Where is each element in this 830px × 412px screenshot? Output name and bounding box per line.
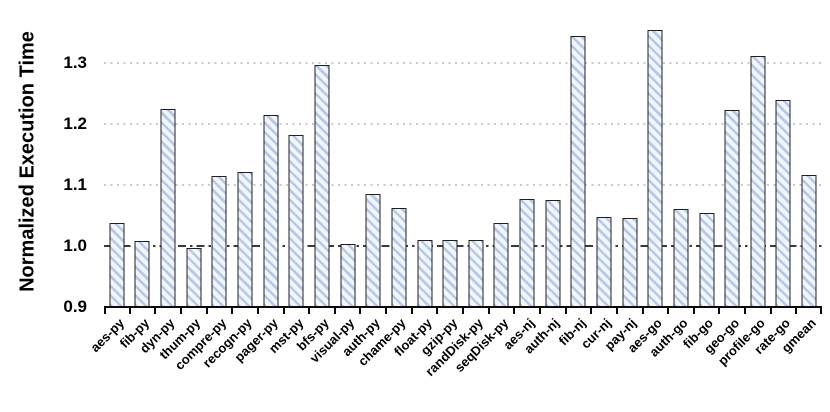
bar-slot-compre-py: compre-py xyxy=(172,10,233,373)
x-axis-tick xyxy=(231,308,234,314)
bar-slot-auth-nj: auth-nj xyxy=(521,10,566,357)
bar-auth-nj xyxy=(545,200,561,307)
bar-slot-rate-go: rate-go xyxy=(752,10,797,357)
bar-recogn-py xyxy=(237,171,253,307)
y-tick-label-1.0: 1.0 xyxy=(63,235,87,255)
bar-pay-nj xyxy=(622,217,638,307)
bar-compre-py xyxy=(211,175,227,307)
x-axis-tick xyxy=(820,308,822,314)
bar-slot-geo-go: geo-go xyxy=(701,10,745,357)
bar-pager-py xyxy=(263,115,279,307)
bar-chame-py xyxy=(391,208,407,307)
bar-seqDisk-py xyxy=(493,222,509,307)
bar-slot-fib-py: fib-py xyxy=(117,10,156,351)
x-axis-tick xyxy=(104,308,106,314)
gridline-1.1 xyxy=(104,183,822,186)
x-axis-tick xyxy=(718,308,721,314)
bar-gmean xyxy=(801,175,817,307)
x-axis-tick xyxy=(744,308,747,314)
y-axis-title: Normalized Execution Time xyxy=(16,31,39,292)
bar-geo-go xyxy=(724,109,740,307)
bar-slot-fib-nj: fib-nj xyxy=(555,10,592,348)
x-axis-tick xyxy=(282,308,285,314)
bar-slot-gmean: gmean xyxy=(779,10,822,356)
x-axis-tick xyxy=(154,308,157,314)
bar-slot-aes-nj: aes-nj xyxy=(500,10,540,352)
x-axis-tick xyxy=(487,308,490,314)
bar-dyn-py xyxy=(160,109,176,307)
x-axis-tick xyxy=(615,308,618,314)
x-axis-tick xyxy=(513,308,516,314)
bar-bfs-py xyxy=(314,65,330,307)
bar-slot-seqDisk-py: seqDisk-py xyxy=(452,10,515,375)
x-axis-tick xyxy=(795,308,798,314)
x-axis-tick xyxy=(308,308,311,314)
bar-slot-auth-py: auth-py xyxy=(339,10,386,359)
bar-rate-go xyxy=(775,100,791,307)
bar-profile-go xyxy=(750,56,766,307)
bar-fib-py xyxy=(134,241,150,307)
bar-slot-visual-py: visual-py xyxy=(307,10,361,366)
bar-slot-aes-go: aes-go xyxy=(625,10,668,356)
bar-slot-auth-go: auth-go xyxy=(647,10,694,360)
bar-gzip-py xyxy=(442,239,458,307)
bar-slot-thum-py: thum-py xyxy=(157,10,207,362)
x-axis-tick xyxy=(256,308,259,314)
bar-cur-nj xyxy=(596,216,612,307)
y-tick-label-1.1: 1.1 xyxy=(63,174,87,194)
x-axis-tick xyxy=(538,308,541,314)
x-axis-line xyxy=(104,305,822,308)
bar-slot-dyn-py: dyn-py xyxy=(137,10,181,356)
x-axis-tick xyxy=(769,308,772,314)
bar-slot-aes-py: aes-py xyxy=(87,10,130,355)
x-axis-tick xyxy=(385,308,388,314)
x-axis-tick xyxy=(179,308,182,314)
x-axis-tick xyxy=(128,308,131,314)
bar-aes-nj xyxy=(519,198,535,307)
bar-slot-profile-go: profile-go xyxy=(715,10,771,368)
x-axis-tick xyxy=(641,308,644,314)
bar-row: aes-py fib-py dyn-py thum-py compre-py recogn… xyxy=(87,10,822,379)
bar-auth-go xyxy=(673,208,689,307)
bar-auth-py xyxy=(365,193,381,307)
plot-area: aes-py fib-py dyn-py thum-py compre-py recogn… xyxy=(63,10,822,379)
x-axis-tick xyxy=(564,308,567,314)
bar-slot-chame-py: chame-py xyxy=(355,10,412,369)
x-axis-tick xyxy=(462,308,464,314)
gridline-1.2 xyxy=(104,122,822,125)
y-tick-label-1.2: 1.2 xyxy=(63,113,87,133)
gridline-1.3 xyxy=(104,61,822,64)
bar-aes-go xyxy=(647,30,663,307)
bar-slot-gzip-py: gzip-py xyxy=(417,10,463,358)
bar-fib-nj xyxy=(570,36,586,307)
bar-slot-pay-nj: pay-nj xyxy=(602,10,643,353)
bar-randDisk-py xyxy=(468,239,484,307)
x-axis-tick xyxy=(667,308,670,314)
bar-float-py xyxy=(417,240,432,307)
bar-fib-go xyxy=(699,212,715,307)
x-axis-tick xyxy=(333,308,336,314)
bar-slot-recogn-py: recogn-py xyxy=(200,10,258,370)
bar-slot-bfs-py: bfs-py xyxy=(294,10,335,353)
x-axis-tick xyxy=(205,308,208,314)
y-tick-label-1.3: 1.3 xyxy=(63,52,87,72)
bar-slot-mst-py: mst-py xyxy=(265,10,309,356)
x-axis-tick xyxy=(692,308,695,314)
x-axis-tick xyxy=(359,308,362,314)
bar-thum-py xyxy=(186,247,202,307)
reference-line-1.0 xyxy=(104,244,822,247)
bar-slot-cur-nj: cur-nj xyxy=(578,10,617,351)
bar-aes-py xyxy=(109,222,125,307)
bar-slot-float-py: float-py xyxy=(391,10,438,359)
bar-mst-py xyxy=(288,135,304,307)
x-axis-tick xyxy=(590,308,593,314)
bar-slot-pager-py: pager-py xyxy=(231,10,284,365)
x-axis-tick xyxy=(436,308,439,314)
y-tick-label-0.9: 0.9 xyxy=(63,297,87,316)
x-axis-tick xyxy=(410,308,413,314)
bar-slot-fib-go: fib-go xyxy=(680,10,720,351)
bar-slot-randDisk-py: randDisk-py xyxy=(422,10,489,379)
bar-visual-py xyxy=(340,244,356,307)
